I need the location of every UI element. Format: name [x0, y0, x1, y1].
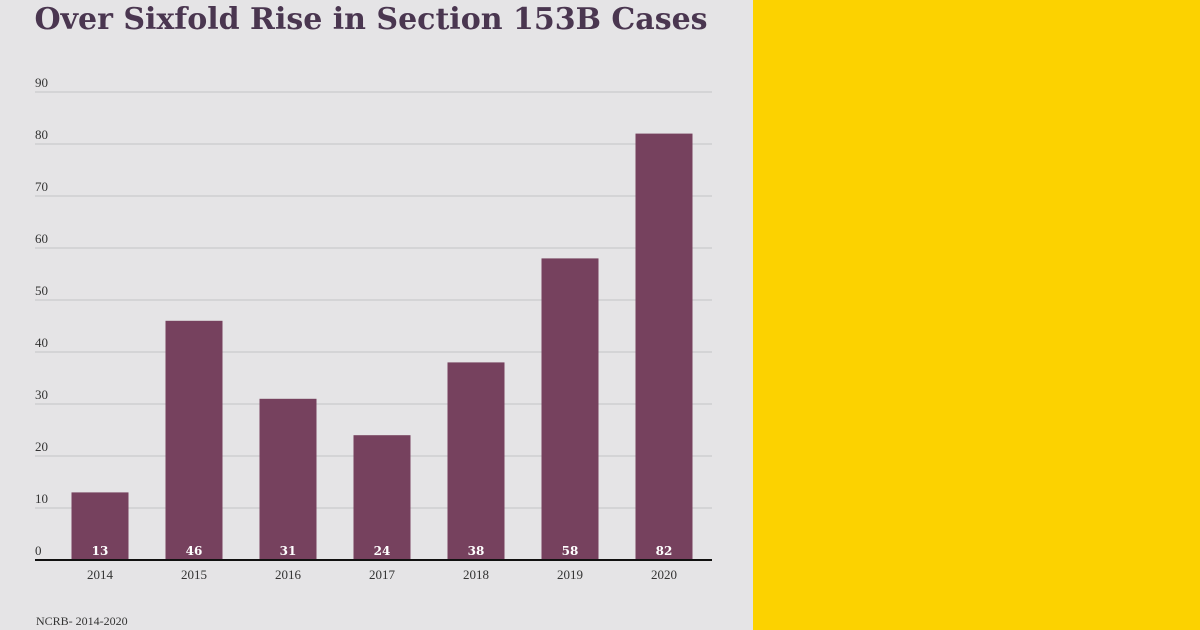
bars [71, 133, 693, 560]
x-tick-label: 2020 [651, 567, 677, 582]
x-tick-label: 2016 [275, 567, 302, 582]
bar-2019 [541, 258, 599, 560]
y-tick-label: 60 [35, 231, 48, 246]
y-tick-label: 80 [35, 127, 48, 142]
source-note: NCRB- 2014-2020 [36, 614, 128, 628]
bar-2014 [71, 492, 129, 560]
bar-2020 [635, 133, 693, 560]
bar-2015 [165, 320, 223, 560]
accent-panel [753, 0, 1200, 630]
x-tick-label: 2017 [369, 567, 396, 582]
x-tick-label: 2014 [87, 567, 114, 582]
data-label: 58 [562, 544, 579, 558]
data-label: 24 [374, 544, 391, 558]
data-labels: 13 46 31 24 38 58 82 [92, 544, 673, 558]
y-tick-label: 30 [35, 387, 48, 402]
bar-2018 [447, 362, 505, 560]
y-tick-label: 90 [35, 75, 48, 90]
y-tick-label: 20 [35, 439, 48, 454]
x-tick-label: 2019 [557, 567, 583, 582]
data-label: 38 [468, 544, 485, 558]
y-tick-label: 40 [35, 335, 48, 350]
x-tick-label: 2018 [463, 567, 489, 582]
data-label: 13 [92, 544, 109, 558]
y-tick-label: 10 [35, 491, 48, 506]
bar-2017 [353, 435, 411, 560]
gridlines [35, 91, 712, 509]
data-label: 82 [656, 544, 673, 558]
data-label: 46 [186, 544, 203, 558]
y-axis-ticks: 0 10 20 30 40 50 60 70 80 90 [35, 75, 48, 558]
y-tick-label: 70 [35, 179, 48, 194]
x-tick-label: 2015 [181, 567, 207, 582]
y-tick-label: 0 [35, 543, 42, 558]
bar-2016 [259, 398, 317, 560]
y-tick-label: 50 [35, 283, 48, 298]
chart-title: Over Sixfold Rise in Section 153B Cases [34, 2, 708, 37]
data-label: 31 [280, 544, 297, 558]
x-axis-ticks: 2014 2015 2016 2017 2018 2019 2020 [87, 567, 677, 582]
